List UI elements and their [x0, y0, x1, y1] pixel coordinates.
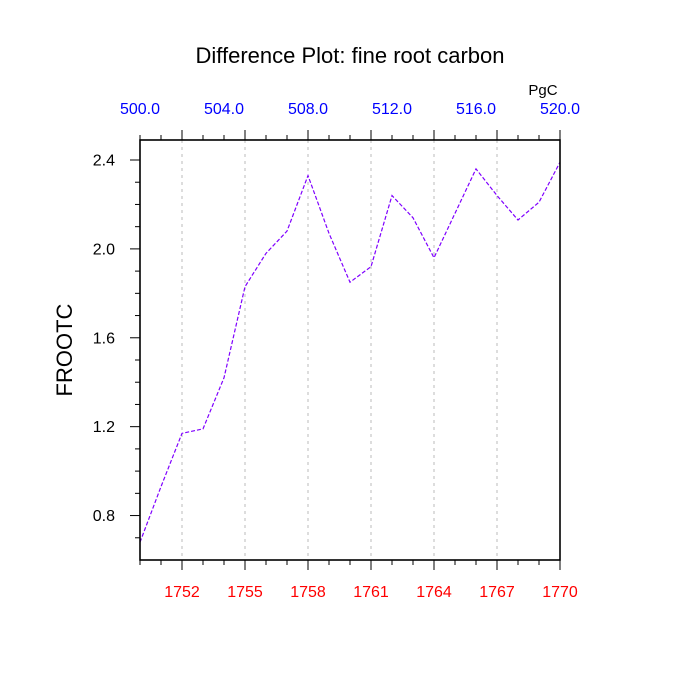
top-tick-label: 520.0 [540, 101, 580, 118]
top-axis-units: PgC [528, 82, 557, 99]
tick-labels: 500.0 504.0 508.0 512.0 516.0 520.0 1752 1755 17… [93, 101, 580, 601]
plot-frame [139, 139, 561, 561]
bottom-tick-label: 1752 [164, 584, 200, 601]
bottom-tick-label: 1764 [416, 584, 452, 601]
series-lines [139, 161, 561, 543]
y-tick-label: 0.8 [93, 508, 115, 525]
bottom-tick-label: 1755 [227, 584, 263, 601]
series-line [139, 161, 561, 543]
bottom-tick-label: 1767 [479, 584, 515, 601]
y-tick-label: 2.4 [93, 153, 115, 170]
y-axis-label: FROOTC [52, 303, 77, 396]
axis-ticks [130, 130, 561, 570]
top-tick-label: 508.0 [288, 101, 328, 118]
top-tick-label: 500.0 [120, 101, 160, 118]
y-tick-label: 1.2 [93, 419, 115, 436]
top-tick-label: 516.0 [456, 101, 496, 118]
bottom-tick-label: 1770 [542, 584, 578, 601]
top-tick-label: 504.0 [204, 101, 244, 118]
y-tick-label: 1.6 [93, 330, 115, 347]
bottom-tick-label: 1758 [290, 584, 326, 601]
top-tick-label: 512.0 [372, 101, 412, 118]
bottom-tick-label: 1761 [353, 584, 389, 601]
y-tick-label: 2.0 [93, 241, 115, 258]
chart-title: Difference Plot: fine root carbon [196, 43, 505, 68]
